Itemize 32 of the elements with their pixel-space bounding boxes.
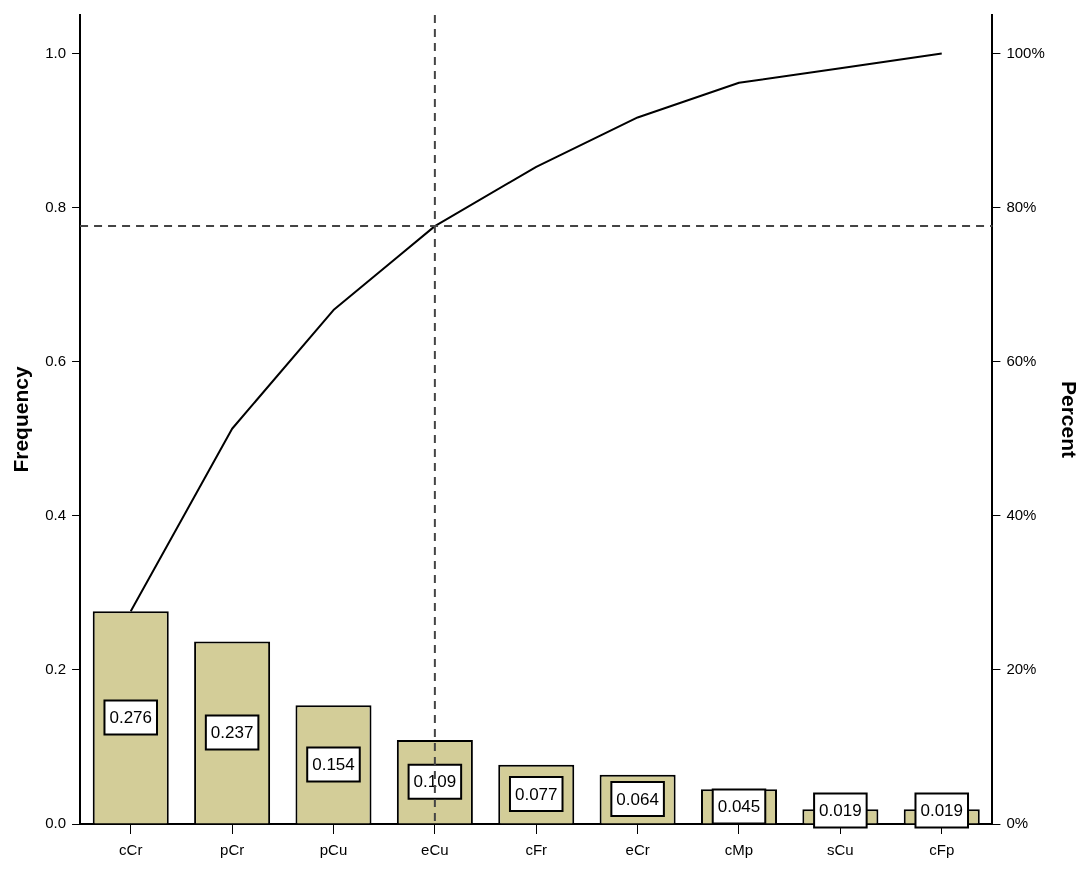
data-label: 0.019 — [819, 801, 862, 821]
x-tick-label: cFp — [929, 841, 955, 859]
y-tick-label: 0.6 — [45, 351, 67, 369]
x-tick-label: pCu — [319, 841, 348, 859]
data-label: 0.109 — [413, 772, 457, 792]
y-tick-label: 0.0 — [45, 814, 67, 832]
data-label: 0.045 — [717, 797, 761, 817]
y2-tick-label: 80% — [1006, 197, 1037, 215]
y-tick-label: 0.2 — [45, 660, 67, 678]
x-tick-label: eCu — [421, 841, 449, 859]
x-tick-label: cMp — [724, 841, 754, 859]
data-label: 0.276 — [109, 708, 153, 728]
y-tick-label: 1.0 — [45, 43, 67, 61]
x-tick-label: cCr — [119, 841, 143, 859]
data-label: 0.019 — [920, 801, 964, 821]
data-label: 0.237 — [210, 723, 254, 743]
data-label: 0.064 — [616, 789, 659, 809]
y2-tick-label: 100% — [1006, 43, 1045, 61]
y2-tick-label: 40% — [1006, 505, 1037, 523]
y-axis-title: Frequency — [9, 366, 33, 473]
x-tick-label: cFr — [525, 841, 548, 859]
y-tick-label: 0.8 — [45, 197, 67, 215]
y2-tick-label: 20% — [1006, 660, 1037, 678]
y2-tick-label: 60% — [1006, 351, 1037, 369]
y2-tick-label: 0% — [1006, 814, 1029, 832]
data-label: 0.154 — [312, 755, 355, 775]
x-tick-label: eCr — [625, 841, 650, 859]
y-tick-label: 0.4 — [45, 505, 67, 523]
y2-axis-title: Percent — [1057, 380, 1081, 459]
data-label: 0.077 — [514, 784, 558, 804]
x-tick-label: sCu — [827, 841, 854, 859]
x-tick-label: pCr — [220, 841, 245, 859]
